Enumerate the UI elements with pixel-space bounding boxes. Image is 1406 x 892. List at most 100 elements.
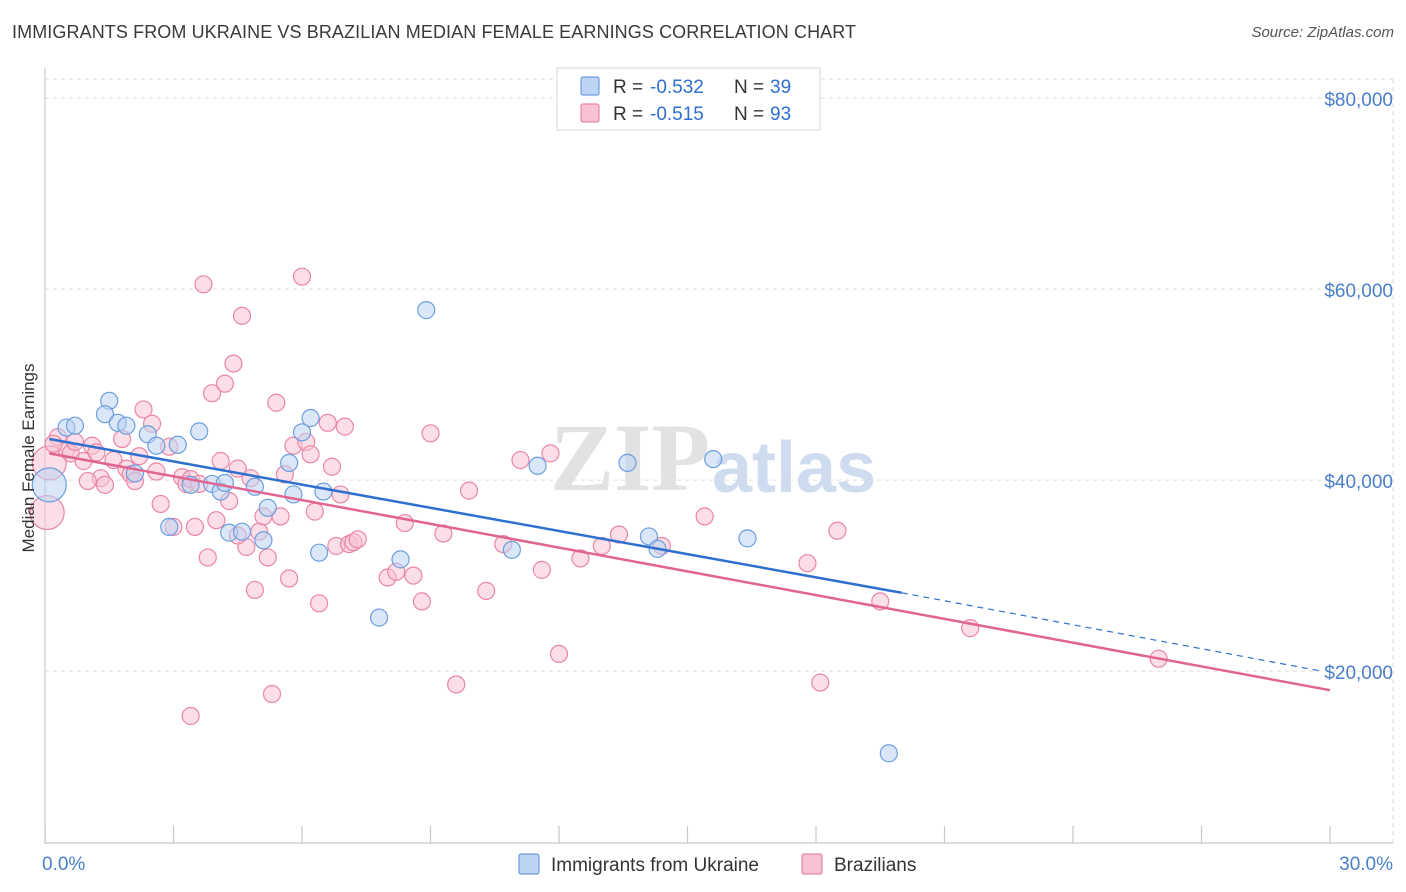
stats-swatch-brazil [580, 103, 600, 123]
point-brazil-72 [511, 450, 530, 470]
y-tick-label-2: $60,000 [1324, 281, 1393, 302]
legend-label-ukraine: Immigrants from Ukraine [551, 855, 759, 876]
point-ukraine-26 [310, 543, 329, 562]
point-ukraine-27 [370, 608, 389, 627]
point-ukraine-21 [280, 453, 299, 473]
watermark-atlas: atlas [712, 428, 876, 508]
point-ukraine-32 [618, 453, 637, 473]
y-axis-title: Median Female Earnings [19, 364, 38, 553]
y-tick-label-1: $40,000 [1324, 472, 1393, 493]
stats-n-label-brazil: N = [734, 104, 764, 125]
point-ukraine-28 [391, 550, 410, 569]
point-ukraine-31 [528, 456, 547, 475]
point-brazil-46 [271, 507, 290, 526]
point-ukraine-20 [258, 498, 277, 517]
point-brazil-50 [292, 267, 312, 286]
point-ukraine-10 [160, 517, 179, 536]
point-ukraine-17 [232, 522, 252, 541]
point-ukraine-30 [502, 540, 521, 559]
trend-line-brazil [49, 452, 1331, 692]
point-ukraine-37 [879, 744, 898, 763]
point-brazil-68 [447, 675, 466, 694]
point-brazil-70 [477, 581, 496, 600]
chart-title: IMMIGRANTS FROM UKRAINE VS BRAZILIAN MED… [12, 22, 857, 42]
stats-legend-box [556, 67, 821, 131]
point-brazil-35 [224, 354, 243, 373]
legend-swatch-ukraine [518, 853, 540, 875]
point-brazil-26 [185, 517, 205, 536]
stats-r-value-brazil: -0.515 [650, 104, 704, 125]
x-tick-label-0: 0.0% [42, 854, 85, 875]
point-brazil-75 [549, 644, 569, 664]
point-brazil-76 [571, 549, 590, 568]
point-brazil-54 [310, 594, 329, 613]
point-brazil-48 [280, 569, 299, 588]
point-brazil-53 [305, 502, 324, 521]
point-brazil-64 [404, 566, 423, 585]
point-ukraine-6 [117, 416, 136, 435]
point-brazil-44 [262, 684, 282, 704]
point-ukraine-38 [215, 473, 234, 493]
point-brazil-86 [44, 434, 63, 453]
point-brazil-81 [811, 673, 830, 692]
stats-n-label-ukraine: N = [734, 77, 764, 98]
point-brazil-17 [134, 400, 153, 419]
point-brazil-43 [258, 548, 277, 567]
point-brazil-69 [459, 481, 479, 500]
trend-line-ukraine-extension [901, 592, 1322, 672]
point-brazil-10 [95, 475, 115, 494]
point-ukraine-0 [31, 467, 67, 503]
stats-swatch-ukraine [580, 76, 600, 96]
x-tick-labels: 0.0% 30.0% [42, 854, 1393, 875]
point-brazil-79 [695, 507, 714, 526]
point-ukraine-13 [190, 422, 209, 441]
stats-legend: R = -0.532 N = 39 R = -0.515 N = 93 [556, 67, 821, 131]
point-brazil-82 [828, 521, 847, 540]
chart-source: Source: ZipAtlas.com [1251, 24, 1394, 41]
trend-lines [49, 437, 1331, 692]
point-brazil-31 [207, 511, 226, 530]
trend-line-ukraine [49, 437, 902, 595]
point-ukraine-23 [292, 423, 312, 442]
point-ukraine-36 [738, 529, 757, 548]
point-brazil-87 [78, 471, 97, 491]
point-brazil-29 [198, 548, 217, 567]
point-brazil-61 [348, 530, 367, 549]
point-ukraine-9 [147, 436, 166, 455]
legend-swatch-brazil [801, 853, 823, 875]
legend-label-brazil: Brazilians [834, 855, 916, 876]
point-brazil-30 [202, 384, 222, 403]
point-brazil-40 [245, 580, 264, 600]
y-tick-label-3: $80,000 [1324, 90, 1393, 111]
stats-n-value-ukraine: 39 [770, 77, 791, 98]
point-brazil-88 [181, 706, 200, 726]
point-brazil-33 [215, 374, 234, 393]
point-brazil-58 [335, 417, 354, 436]
point-brazil-32 [211, 451, 230, 471]
series-legend: Immigrants from Ukraine Brazilians [518, 853, 916, 876]
stats-r-label-brazil: R = [613, 104, 643, 125]
point-brazil-45 [267, 393, 286, 412]
stats-r-label-ukraine: R = [613, 77, 643, 98]
point-ukraine-24 [301, 408, 320, 428]
point-ukraine-25 [314, 482, 333, 501]
y-tick-label-0: $20,000 [1324, 663, 1393, 684]
stats-r-value-ukraine: -0.532 [650, 77, 704, 98]
point-brazil-57 [331, 485, 350, 504]
point-ukraine-29 [417, 301, 436, 320]
point-brazil-66 [421, 424, 440, 443]
stats-n-value-brazil: 93 [770, 104, 791, 125]
x-tick-label-1: 30.0% [1339, 854, 1393, 875]
point-brazil-37 [232, 306, 252, 325]
point-ukraine-33 [639, 527, 659, 546]
point-brazil-20 [151, 494, 170, 514]
point-ukraine-2 [65, 416, 85, 435]
point-brazil-28 [194, 275, 213, 294]
point-brazil-52 [301, 445, 320, 464]
point-ukraine-35 [704, 449, 723, 469]
point-brazil-90 [322, 457, 342, 476]
point-brazil-65 [412, 592, 432, 611]
point-brazil-80 [798, 554, 817, 573]
y-tick-labels: $20,000 $40,000 $60,000 $80,000 [1324, 90, 1393, 684]
